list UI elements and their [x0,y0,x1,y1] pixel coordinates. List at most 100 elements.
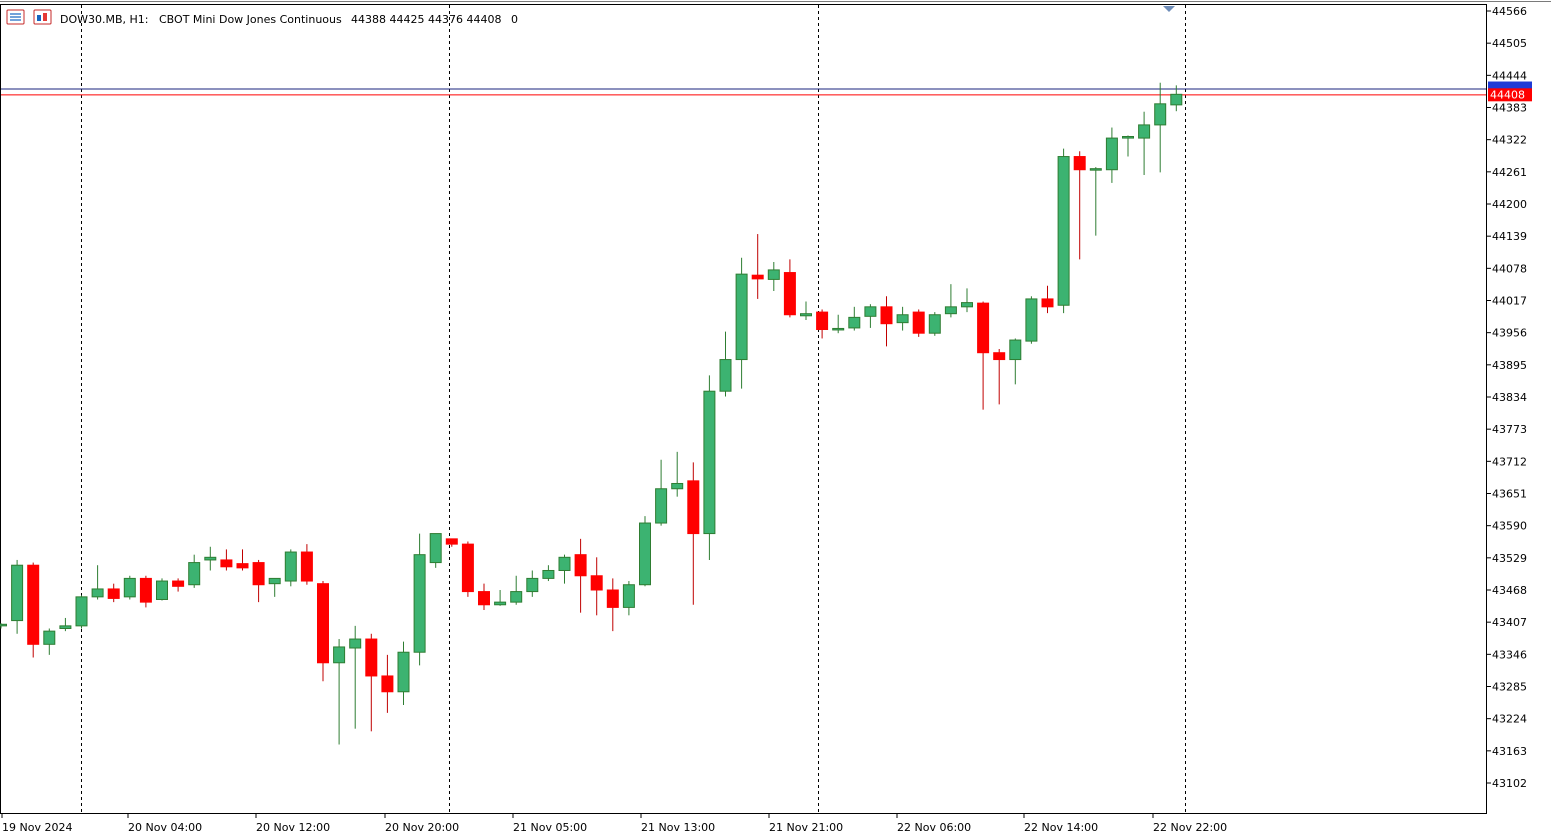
candle-body [365,638,378,677]
candle-body [317,583,329,664]
candle-body [703,390,716,535]
candle-body [139,577,152,603]
candle-body [590,575,603,591]
candle-body [75,596,88,627]
price-tick-label: 43468 [1492,584,1527,597]
candle-body [1073,156,1086,171]
chart-properties-icon[interactable] [33,9,52,25]
price-tick-label: 44078 [1492,262,1527,275]
ohlc-values: 44388 44425 44376 44408 [351,13,501,26]
price-tick-label: 43163 [1492,745,1527,758]
bullish-candle [896,306,909,331]
price-tick-label: 44383 [1492,102,1527,115]
bullish-candle [1105,127,1118,183]
candle-body [300,551,313,582]
bullish-candle [719,331,732,397]
bearish-candle [590,557,603,616]
candle-body [832,327,845,331]
candle-body [767,269,780,280]
candle-body [445,538,458,545]
candle-body [896,314,909,324]
candle-body [349,638,362,649]
candle-body [413,554,426,653]
chart-menu-icon[interactable] [6,9,25,25]
bullish-candle [639,516,651,587]
bearish-candle [236,549,249,571]
candle-body [783,272,796,316]
price-tick-label: 44566 [1492,5,1527,18]
candle-body [494,601,507,606]
symbol-label: DOW30.MB, H1: [60,13,149,26]
bearish-candle [107,583,120,603]
bullish-candle [1089,167,1102,236]
bearish-candle [574,538,587,613]
candle-body [1089,168,1102,171]
bearish-candle [27,562,40,658]
bullish-candle [91,565,104,600]
price-tick-label: 44505 [1492,37,1527,50]
bearish-candle [783,259,796,318]
price-tick-label: 43102 [1492,777,1527,790]
candle-body [558,556,571,571]
instrument-description: CBOT Mini Dow Jones Continuous [159,13,342,26]
candle-body [156,580,168,600]
candle-body [735,273,748,361]
candle-body [59,625,72,629]
time-axis: 19 Nov 2024 20 Nov 04:00 20 Nov 12:00 20 No… [1,813,1227,834]
bullish-candle [349,625,362,729]
bullish-candle [832,314,845,334]
bearish-candle [880,296,893,347]
time-tick-label: 20 Nov 12:00 [256,821,330,834]
bearish-candle [816,309,829,339]
candle-body [1025,298,1038,342]
bullish-candle [622,581,635,616]
price-tick-label: 43529 [1492,552,1527,565]
candle-body [429,533,442,564]
chart-shift-marker-icon[interactable] [1163,6,1175,12]
candle-body [687,480,700,535]
time-tick-label: 21 Nov 13:00 [641,821,715,834]
bullish-candle [494,590,507,606]
candle-body [606,589,619,608]
candle-body [381,675,394,693]
volume-value: 0 [511,13,518,26]
candle-body [236,563,249,569]
bullish-candle [944,284,957,318]
bearish-candle [220,549,233,571]
bullish-candle [864,304,877,328]
price-lines [1,88,1486,96]
candle-body [880,306,893,325]
price-tick-label: 43346 [1492,648,1527,661]
candle-body [397,651,410,693]
candle-body [1170,93,1183,106]
time-tick-label: 22 Nov 22:00 [1153,821,1227,834]
candle-body [751,274,764,280]
candle-body [123,577,136,598]
bullish-candle [1138,111,1151,175]
plot-frame [0,4,1487,814]
bullish-candle [1057,148,1070,314]
candle-body [944,306,957,315]
bid-price-label: 44408 [1488,88,1532,102]
bullish-candle [703,375,716,560]
price-tick-label: 44444 [1492,69,1527,82]
bullish-candle [11,559,24,634]
bearish-candle [252,559,265,603]
candle-body [1105,137,1118,171]
price-tick-label: 43895 [1492,359,1527,372]
bullish-candle [123,575,136,600]
bearish-candle [445,538,458,547]
bearish-candle [317,581,329,682]
chart-header: DOW30.MB, H1: CBOT Mini Dow Jones Contin… [6,9,518,26]
bearish-candle [461,541,474,597]
bullish-candle [526,570,539,597]
candle-body [1154,103,1167,126]
candle-body [188,562,201,586]
candle-body [1138,124,1151,139]
bullish-candle [558,554,571,584]
candle-body [478,591,490,606]
bullish-candle [59,617,72,632]
candle-body [107,588,120,599]
bullish-candle [204,546,217,571]
